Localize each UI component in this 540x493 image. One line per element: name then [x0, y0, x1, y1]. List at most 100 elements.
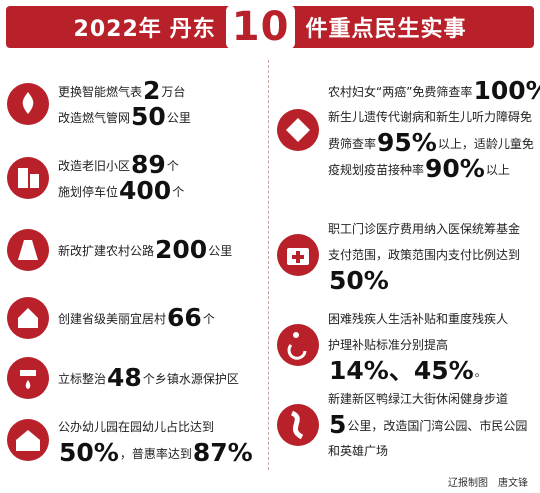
text: 改造燃气管网 — [58, 111, 131, 125]
text-line: 护理补贴标准分别提高 — [328, 332, 508, 358]
text: 施划停车位 — [58, 185, 119, 199]
icon — [277, 109, 319, 151]
icon — [7, 157, 49, 199]
text: 费筛查率 — [328, 137, 377, 151]
text-line: 和英雄广场 — [328, 438, 527, 464]
highlight-number: 200 — [155, 235, 208, 264]
text: 公办幼儿园在园幼儿占比达到 — [58, 420, 215, 434]
text-line: 新建新区鸭绿江大街休闲健身步道 — [328, 386, 527, 412]
text-line: 新改扩建农村公路200公里 — [58, 237, 232, 263]
icon-shape — [18, 308, 38, 328]
text: 公里 — [208, 244, 233, 258]
item-text: 公办幼儿园在园幼儿占比达到 50%，普惠率达到87% — [58, 414, 254, 466]
highlight-number: 50% — [59, 438, 119, 467]
text-line: 疫规划疫苗接种率90%以上 — [328, 156, 540, 182]
text-line: 支付范围，政策范围内支付比例达到 — [328, 242, 520, 268]
text: 个 — [202, 312, 215, 326]
icon-shape — [292, 251, 304, 263]
text-line: 14%、45%。 — [328, 358, 508, 384]
text-line: 费筛查率95%以上，适龄儿童免 — [328, 130, 540, 156]
highlight-number: 50% — [329, 266, 389, 295]
highlight-number: 95% — [377, 128, 437, 157]
icon-shape — [286, 118, 310, 142]
highlight-number: 5 — [329, 410, 347, 439]
text-line: 改造燃气管网50公里 — [58, 104, 191, 130]
highlight-number: 2 — [143, 76, 161, 105]
text-line: 更换智能燃气表2万台 — [58, 78, 191, 104]
text: 万台 — [161, 85, 186, 99]
icon — [7, 229, 49, 271]
icon — [7, 419, 49, 461]
year: 2022年 — [73, 17, 162, 42]
text-line: 创建省级美丽宜居村66个 — [58, 305, 215, 331]
item-text: 更换智能燃气表2万台 改造燃气管网50公里 — [58, 78, 191, 130]
text-line: 改造老旧小区89个 — [58, 152, 184, 178]
item-text: 新建新区鸭绿江大街休闲健身步道 5公里，改造国门湾公园、市民公园和英雄广场 — [328, 386, 527, 464]
highlight-number: 400 — [119, 176, 172, 205]
count: 10 — [225, 5, 296, 49]
item-text: 新改扩建农村公路200公里 — [58, 237, 232, 263]
text: 新改扩建农村公路 — [58, 244, 155, 258]
text-line: 5公里，改造国门湾公园、市民公园 — [328, 412, 527, 438]
text: 疫规划疫苗接种率 — [328, 163, 425, 177]
highlight-number: 66 — [167, 303, 202, 332]
text: 个 — [166, 159, 179, 173]
item-text: 立标整治48个乡镇水源保护区 — [58, 365, 239, 391]
text: 困难残疾人生活补贴和重度残疾人 — [328, 312, 509, 326]
icon-shape — [277, 324, 319, 366]
text-line: 困难残疾人生活补贴和重度残疾人 — [328, 306, 508, 332]
icon — [277, 404, 319, 446]
title: 件重点民生实事 — [305, 17, 467, 42]
text: 。 — [474, 365, 487, 379]
text: 护理补贴标准分别提高 — [328, 338, 449, 352]
icon — [277, 324, 319, 366]
item-text: 困难残疾人生活补贴和重度残疾人 护理补贴标准分别提高 14%、45%。 — [328, 306, 508, 384]
item-text: 职工门诊医疗费用纳入医保统筹基金 支付范围，政策范围内支付比例达到 50% — [328, 216, 520, 294]
text-line: 职工门诊医疗费用纳入医保统筹基金 — [328, 216, 520, 242]
text-line: 公办幼儿园在园幼儿占比达到 — [58, 414, 254, 440]
highlight-number: 48 — [107, 363, 142, 392]
text: 公里，改造国门湾公园、市民公园 — [347, 419, 528, 433]
divider — [268, 60, 269, 470]
city: 丹东 — [169, 17, 216, 42]
icon — [277, 234, 319, 276]
highlight-number: 50 — [131, 102, 166, 131]
item-text: 农村妇女“两癌”免费筛查率100%；新生儿遗传代谢病和新生儿听力障碍免费筛查率9… — [328, 78, 540, 182]
icon-shape — [290, 410, 304, 440]
text: 更换智能燃气表 — [58, 85, 143, 99]
text: 改造老旧小区 — [58, 159, 131, 173]
text: 农村妇女“两癌”免费筛查率 — [328, 85, 473, 99]
highlight-number: 100% — [473, 76, 540, 105]
text: 公里 — [166, 111, 191, 125]
highlight-number: 14%、45% — [329, 356, 474, 385]
text: 个乡镇水源保护区 — [142, 372, 239, 386]
header: 2022年 丹东 10 件重点民生实事 — [6, 5, 534, 49]
text-line: 50%，普惠率达到87% — [58, 440, 254, 466]
text: ，普惠率达到 — [119, 447, 192, 461]
text: 支付范围，政策范围内支付比例达到 — [328, 248, 521, 262]
text: 新生儿遗传代谢病和新生儿听力障碍免 — [328, 110, 533, 124]
highlight-number: 90% — [425, 154, 485, 183]
text-line: 施划停车位400个 — [58, 178, 184, 204]
icon-shape — [7, 357, 49, 399]
text: 创建省级美丽宜居村 — [58, 312, 167, 326]
text-line: 农村妇女“两癌”免费筛查率100%； — [328, 78, 540, 104]
icon — [7, 357, 49, 399]
highlight-number: 87% — [192, 438, 253, 467]
icon-shape — [18, 168, 28, 188]
text: 以上，适龄儿童免 — [437, 137, 534, 151]
text: 职工门诊医疗费用纳入医保统筹基金 — [328, 222, 521, 236]
text: 以上 — [485, 163, 510, 177]
icon-shape — [287, 344, 307, 360]
text: 新建新区鸭绿江大街休闲健身步道 — [328, 392, 509, 406]
credit: 辽报制图 唐文锋 — [448, 478, 528, 489]
text: 个 — [172, 185, 185, 199]
icon — [7, 83, 49, 125]
text: 立标整治 — [58, 372, 107, 386]
text-line: 新生儿遗传代谢病和新生儿听力障碍免 — [328, 104, 540, 130]
text-line: 立标整治48个乡镇水源保护区 — [58, 365, 239, 391]
text: 和英雄广场 — [328, 444, 389, 458]
highlight-number: 89 — [131, 150, 166, 179]
text-line: 50% — [328, 268, 520, 294]
